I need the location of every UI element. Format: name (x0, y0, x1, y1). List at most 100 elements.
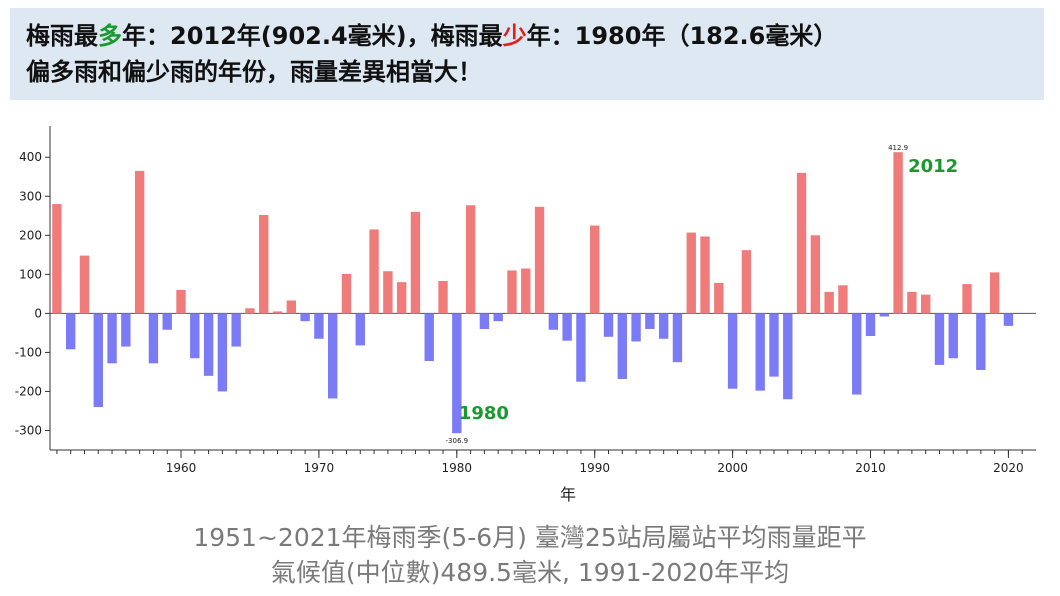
rainfall-anomaly-bar-chart: 400 300 200 100 0 -100 -200 -300 1960 1970 1980 199… (15, 126, 1036, 504)
x-tick-label: 1980 (442, 461, 473, 475)
x-tick-label: 1970 (304, 461, 335, 475)
bar-1968 (286, 300, 297, 314)
bar-1951 (52, 204, 62, 314)
bar-2018 (976, 313, 986, 370)
y-tick-label: -100 (15, 345, 42, 359)
bar-1956 (121, 313, 131, 347)
bar-1972 (341, 273, 352, 314)
bar-1988 (562, 313, 572, 341)
bar-1973 (355, 313, 365, 346)
y-tick-label: -200 (15, 384, 42, 398)
bar-1959 (162, 313, 172, 330)
bar-1961 (190, 313, 200, 359)
bar-1962 (203, 313, 214, 376)
headline-highlight-more: 多 (98, 22, 122, 50)
y-tick-label: 400 (19, 150, 42, 164)
bar-1975 (383, 271, 393, 314)
bar-1952 (65, 313, 76, 350)
bar-1994 (645, 313, 655, 329)
bar-1981 (465, 205, 476, 314)
bar-1976 (396, 282, 407, 314)
bar-1967 (272, 311, 283, 314)
chart-caption-line-1: 1951~2021年梅雨季(5-6月) 臺灣25站局屬站平均雨量距平 (193, 523, 867, 552)
y-tick-label: 0 (34, 306, 42, 320)
headline-text: 年：1980年（182.6毫米） (526, 22, 838, 50)
bar-1964 (231, 313, 241, 347)
bar-2016 (948, 313, 958, 359)
chart-caption-line-2: 氣候值(中位數)489.5毫米, 1991-2020年平均 (270, 558, 790, 587)
bar-1954 (93, 313, 103, 408)
bar-1993 (631, 313, 641, 342)
x-tick-label: 2000 (717, 461, 748, 475)
bar-2001 (741, 250, 752, 314)
bar-2017 (962, 284, 972, 314)
x-tick-label: 2010 (855, 461, 886, 475)
headline-line-1: 梅雨最多年：2012年(902.4毫米)，梅雨最少年：1980年（182.6毫米… (26, 20, 837, 52)
bar-1974 (369, 229, 379, 314)
bar-1989 (576, 313, 586, 382)
x-tick-label: 2020 (993, 461, 1024, 475)
bar-1983 (493, 313, 503, 322)
bar-2019 (989, 272, 1000, 314)
y-tick-label: 200 (19, 228, 42, 242)
bar-1982 (479, 313, 490, 329)
bar-1990 (590, 225, 600, 314)
y-tick-label: 100 (19, 267, 42, 281)
headline-text: 梅雨最 (26, 22, 98, 50)
bar-2007 (824, 291, 834, 314)
headline-banner: 梅雨最多年：2012年(902.4毫米)，梅雨最少年：1980年（182.6毫米… (10, 8, 1044, 100)
bar-1995 (658, 313, 669, 339)
bar-1953 (79, 255, 90, 314)
bar-2012 (893, 152, 903, 314)
bar-2020 (1003, 313, 1014, 326)
x-tick-label: 1990 (579, 461, 610, 475)
bar-2015 (934, 313, 945, 365)
bar-2008 (838, 285, 848, 314)
headline-text: 年：2012年(902.4毫米)，梅雨最 (122, 22, 503, 50)
bar-1996 (672, 313, 683, 363)
bar-1971 (328, 313, 338, 399)
x-axis-label: 年 (560, 485, 576, 504)
bar-1999 (714, 282, 724, 314)
bar-1991 (603, 313, 614, 337)
bar-1986 (534, 206, 545, 314)
bar-2013 (907, 291, 917, 314)
bar-2011 (879, 313, 889, 317)
bar-1985 (521, 268, 531, 314)
bar-1970 (314, 313, 324, 339)
headline-line-2: 偏多雨和偏少雨的年份，雨量差異相當大！ (26, 58, 482, 86)
bar-2010 (865, 313, 876, 337)
bar-2000 (727, 313, 738, 389)
x-tick-label: 1960 (166, 461, 197, 475)
bar-1965 (245, 308, 255, 314)
bar-1977 (410, 211, 421, 314)
bar-2006 (810, 235, 821, 314)
bar-1980 (452, 313, 462, 434)
bar-2003 (769, 313, 779, 377)
bar-1987 (548, 313, 559, 330)
year-annotation-2012: 2012 (908, 156, 958, 177)
bar-1960 (176, 289, 186, 314)
bar-2005 (796, 172, 807, 314)
bar-1998 (700, 236, 710, 314)
y-tick-label: 300 (19, 189, 42, 203)
bar-1955 (107, 313, 117, 364)
bar-1984 (507, 270, 517, 314)
bar-1966 (259, 215, 269, 314)
data-value-label-1980: -306.9 (446, 437, 469, 445)
bar-1963 (217, 313, 228, 392)
bar-1958 (148, 313, 159, 364)
bar-1992 (617, 313, 627, 379)
y-tick-label: -300 (15, 423, 42, 437)
bar-1969 (300, 313, 310, 322)
bar-2014 (920, 294, 931, 314)
bar-2004 (783, 313, 793, 400)
year-annotation-1980: 1980 (459, 403, 509, 424)
data-value-label-2012: 412.9 (888, 144, 908, 152)
bar-1957 (134, 170, 145, 314)
bar-1979 (438, 280, 448, 314)
headline-highlight-less: 少 (502, 22, 527, 50)
bar-2009 (852, 313, 862, 395)
bar-1997 (686, 232, 696, 314)
bar-2002 (755, 313, 765, 391)
